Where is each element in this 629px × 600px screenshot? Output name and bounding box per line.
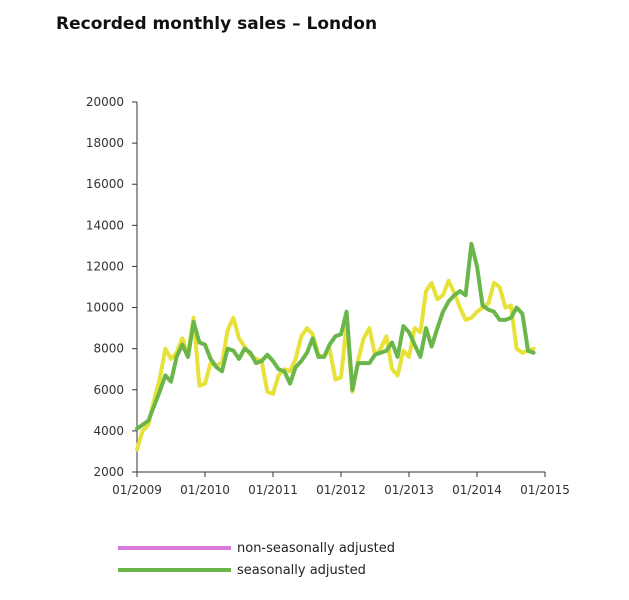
y-axis: 2000 4000 6000 8000 10000 12000 14000 16000 1800…	[86, 95, 137, 479]
chart-title: Recorded monthly sales – London	[56, 14, 378, 34]
legend-item-non-seasonally-adjusted: non-seasonally adjusted	[118, 537, 395, 559]
x-tick-label: 01/2010	[180, 483, 230, 497]
y-tick-label: 16000	[86, 177, 124, 191]
series-layer	[135, 241, 536, 452]
y-tick-label: 8000	[93, 342, 124, 356]
x-axis: 01/2009 01/2010 01/2011 01/2012 01/2013 01/20…	[112, 472, 570, 497]
legend-item-seasonally-adjusted: seasonally adjusted	[118, 559, 395, 581]
legend-label-seasonally-adjusted: seasonally adjusted	[237, 562, 366, 578]
y-tick-label: 10000	[86, 301, 124, 315]
y-tick-label: 4000	[93, 424, 124, 438]
y-tick-label: 2000	[93, 465, 124, 479]
y-tick-label: 14000	[86, 218, 124, 232]
y-tick-label: 12000	[86, 259, 124, 273]
series-line-seasonally-adjusted	[135, 241, 536, 431]
y-tick-label: 18000	[86, 136, 124, 150]
y-tick-label: 6000	[93, 383, 124, 397]
x-tick-label: 01/2013	[384, 483, 434, 497]
legend-label-non-seasonally-adjusted: non-seasonally adjusted	[237, 540, 396, 556]
legend: non-seasonally adjusted seasonally adjus…	[118, 537, 395, 581]
series-line-non-seasonally-adjusted	[135, 278, 536, 452]
legend-swatch-seasonally-adjusted	[118, 568, 231, 572]
x-tick-label: 01/2012	[316, 483, 366, 497]
x-tick-label: 01/2014	[452, 483, 502, 497]
y-tick-label: 20000	[86, 95, 124, 109]
x-tick-label: 01/2011	[248, 483, 298, 497]
legend-swatch-non-seasonally-adjusted	[118, 546, 231, 550]
x-tick-label: 01/2009	[112, 483, 162, 497]
x-tick-label: 01/2015	[520, 483, 570, 497]
